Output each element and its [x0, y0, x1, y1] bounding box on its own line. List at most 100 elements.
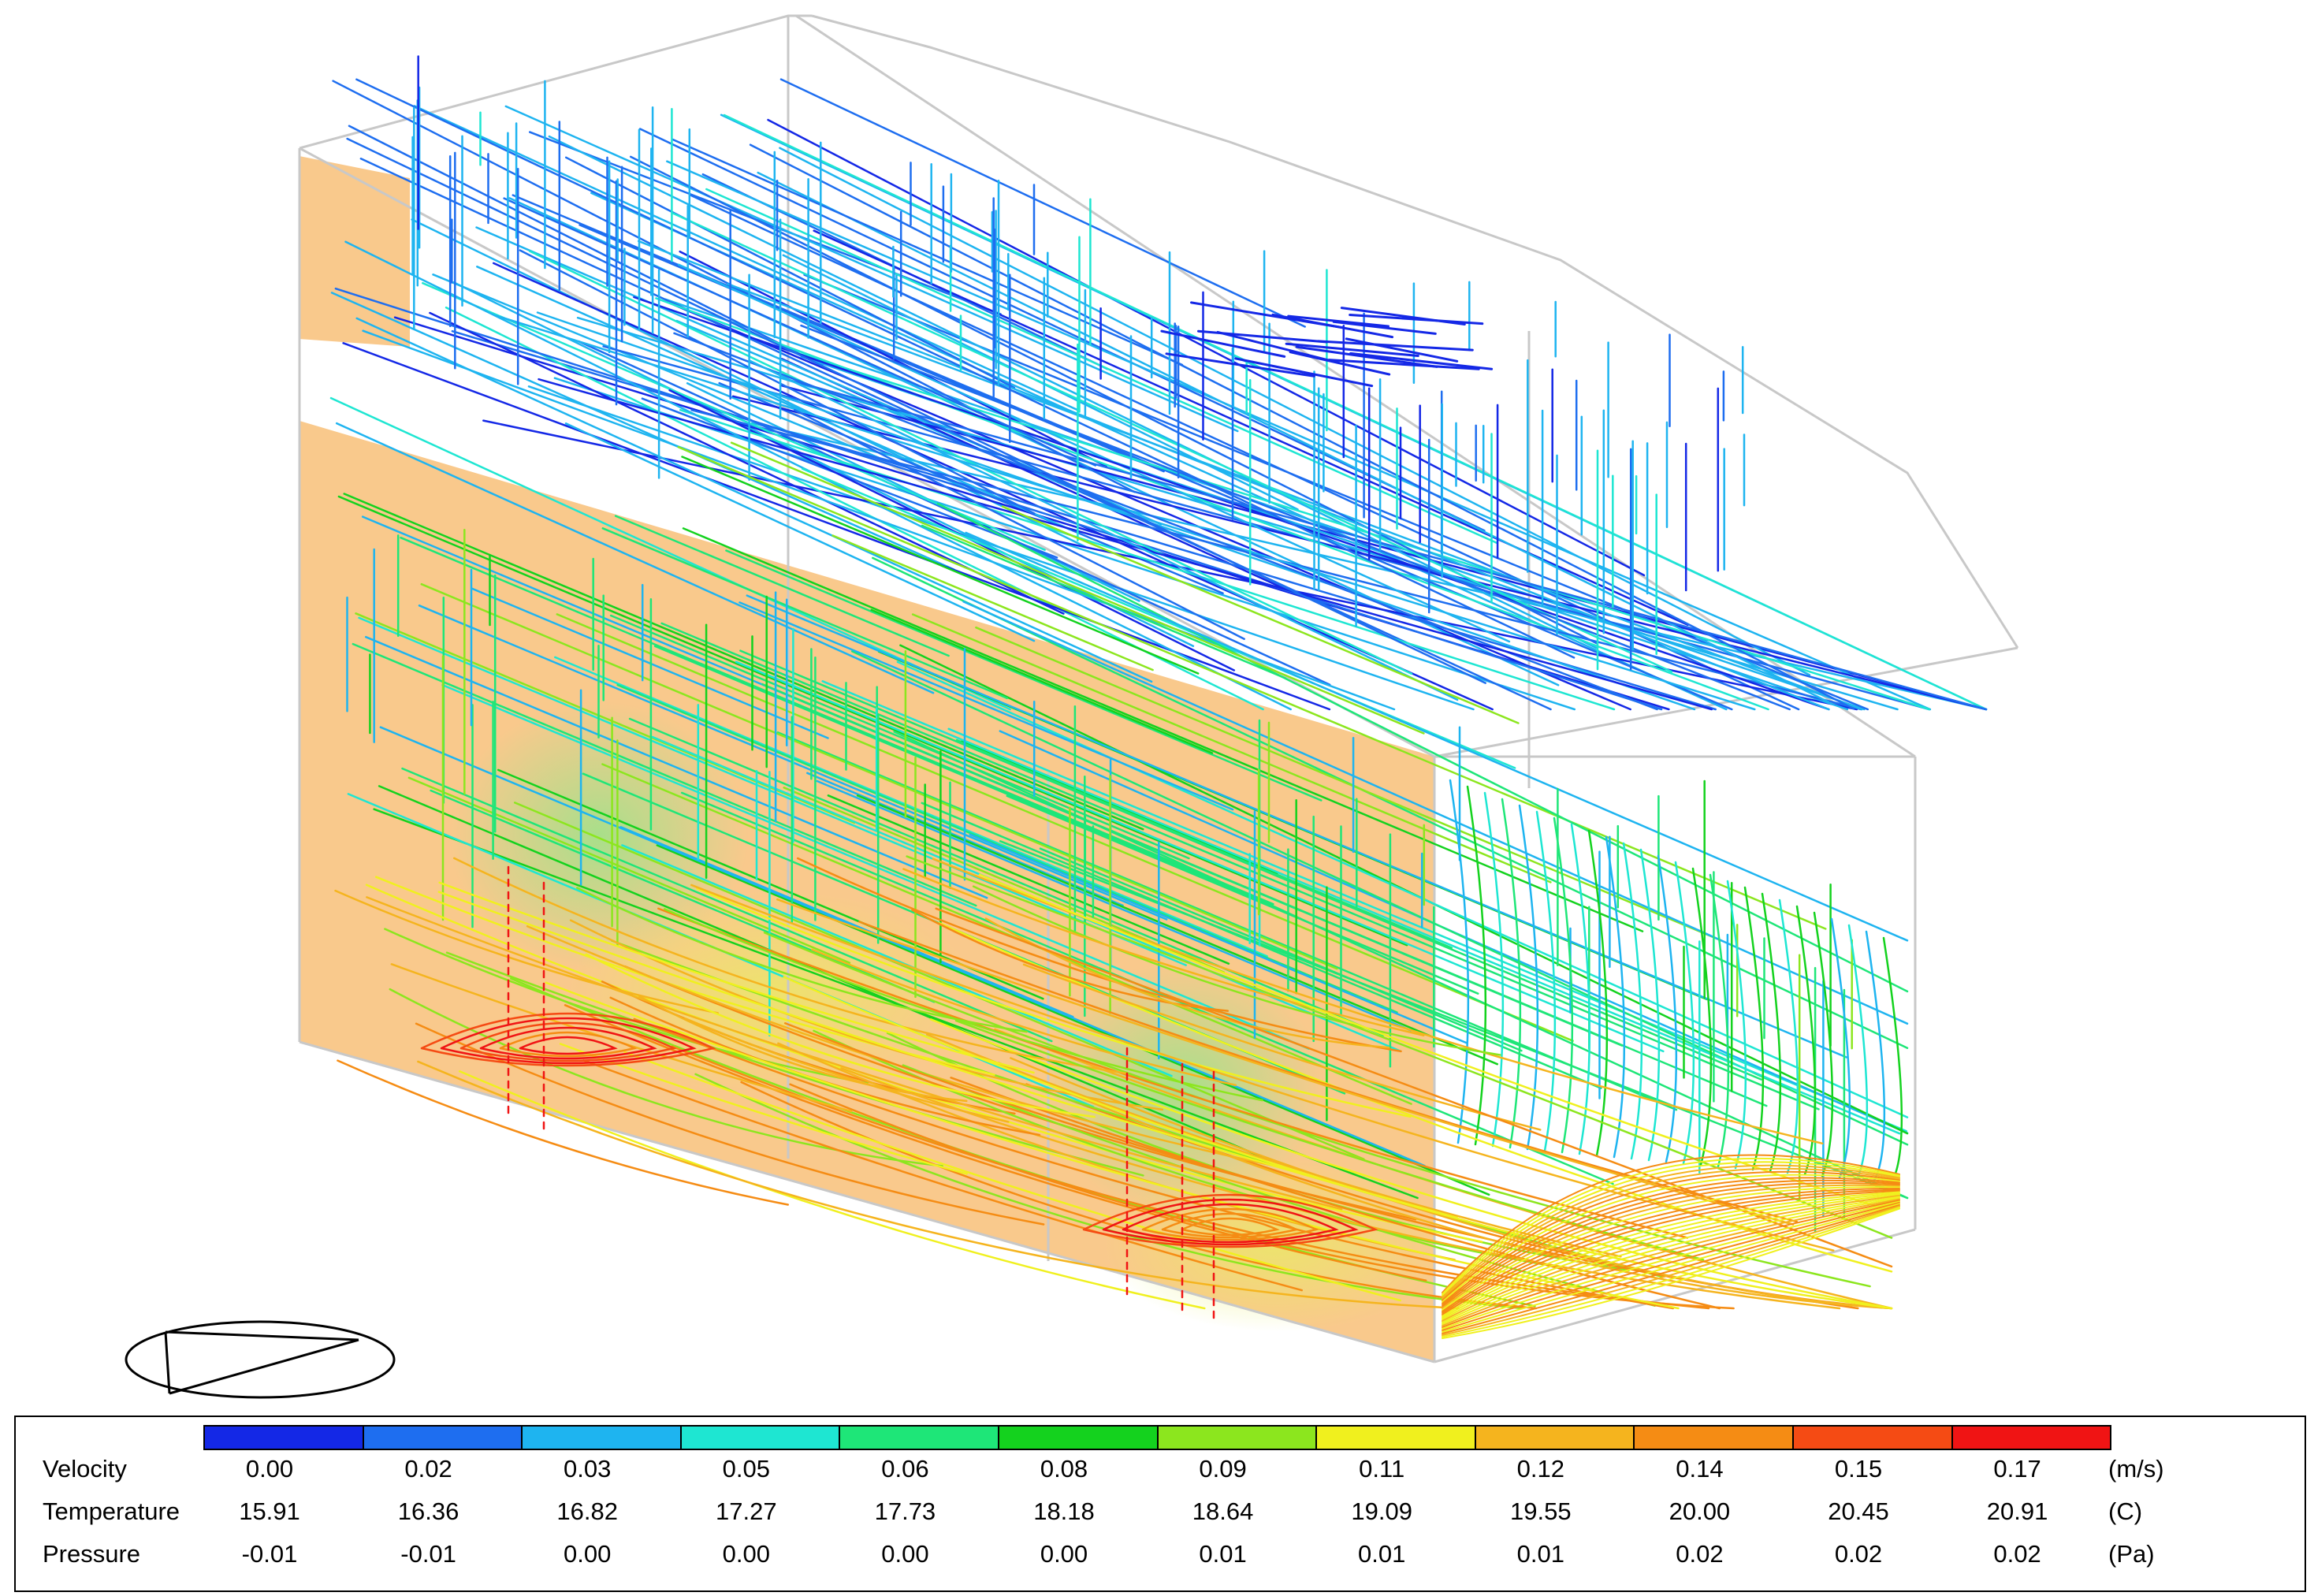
streamline — [1442, 1192, 1900, 1319]
streamline — [1726, 880, 1747, 1170]
streamline — [641, 397, 1058, 559]
streamline — [911, 909, 1230, 1012]
streamline — [1442, 1203, 1900, 1333]
streamline — [999, 840, 1909, 1200]
streamline — [738, 601, 1234, 811]
streamline — [638, 128, 1486, 532]
streamline — [725, 549, 1323, 802]
streamline — [660, 622, 1820, 1111]
streamline — [727, 283, 1863, 711]
streamline — [739, 649, 1762, 1081]
streamline — [1165, 352, 1315, 378]
streamline — [972, 885, 1501, 1056]
legend-value: 0.00 — [881, 1540, 929, 1568]
legend-swatch — [1315, 1425, 1476, 1450]
streamline — [1691, 867, 1713, 1166]
legend-value: 15.91 — [239, 1497, 300, 1525]
streamline — [619, 826, 1074, 1018]
streamline — [1674, 861, 1695, 1165]
streamline — [1442, 1200, 1900, 1328]
legend-value: 0.15 — [1834, 1455, 1883, 1483]
streamline — [1285, 342, 1419, 357]
streamline — [1442, 1177, 1900, 1304]
legend-value: 0.01 — [1516, 1540, 1564, 1568]
legend-unit: (Pa) — [2108, 1540, 2155, 1568]
legend-value: 20.45 — [1828, 1497, 1889, 1525]
legend-value: 17.73 — [874, 1497, 936, 1525]
legend-swatch — [521, 1425, 682, 1450]
streamline — [682, 527, 1644, 932]
streamline — [779, 78, 1306, 328]
streamline — [438, 881, 1035, 1074]
streamline — [827, 794, 1230, 965]
streamline — [911, 613, 1552, 884]
streamline — [1295, 345, 1438, 368]
upper-left-wall — [299, 156, 410, 347]
streamline — [623, 1051, 1401, 1302]
streamline — [1553, 817, 1574, 1154]
legend-unit: (C) — [2108, 1497, 2143, 1525]
streamline — [831, 534, 1154, 672]
streamline — [921, 802, 1602, 1089]
streamline — [675, 319, 1125, 512]
streamline — [564, 156, 1016, 389]
legend-value: 20.91 — [1986, 1497, 2048, 1525]
legend-swatch — [1951, 1425, 2112, 1450]
legend-value: 0.05 — [722, 1455, 770, 1483]
streamline — [1501, 798, 1522, 1149]
legend-swatch — [1156, 1425, 1318, 1450]
streamline — [790, 695, 1624, 1047]
streamline — [458, 1070, 1206, 1310]
streamline — [348, 125, 824, 366]
streamline — [503, 197, 1097, 467]
streamline — [1442, 1179, 1900, 1306]
streamline — [1345, 337, 1459, 363]
legend-value: 0.08 — [1040, 1455, 1088, 1483]
streamline — [779, 147, 1811, 676]
streamlines — [329, 55, 1988, 1339]
streamline — [1709, 873, 1730, 1168]
streamline — [585, 953, 1096, 1118]
streamline — [1442, 1195, 1900, 1322]
streamline — [673, 332, 1658, 711]
streamline — [1022, 963, 1542, 1131]
streamline — [364, 635, 988, 899]
legend-value: 17.27 — [716, 1497, 777, 1525]
streamline — [1830, 917, 1851, 1179]
streamline — [965, 531, 1909, 942]
streamline — [730, 441, 1425, 735]
streamline — [343, 493, 1144, 831]
streamline — [870, 608, 1214, 754]
streamline — [666, 160, 1932, 711]
streamline — [921, 524, 1287, 679]
legend-row-label: Pressure — [43, 1540, 141, 1568]
legend-swatch — [1633, 1425, 1794, 1450]
streamline — [564, 1004, 1427, 1282]
streamline — [1160, 329, 1286, 358]
streamline — [384, 928, 869, 1084]
legend-value: 19.09 — [1351, 1497, 1412, 1525]
streamline — [677, 263, 1511, 643]
streamline — [499, 1031, 638, 1058]
streamline — [1442, 1189, 1900, 1314]
streamline — [545, 981, 1680, 1310]
legend-swatch — [839, 1425, 999, 1450]
streamline — [657, 907, 1689, 1239]
streamline — [1141, 1207, 1319, 1241]
streamline — [445, 306, 1264, 711]
legend-row-label: Temperature — [43, 1497, 180, 1525]
streamline — [1442, 1205, 1900, 1336]
streamline — [1010, 1057, 1893, 1310]
streamline — [337, 495, 1408, 947]
legend-swatch — [679, 1425, 841, 1450]
streamline — [969, 833, 1468, 1044]
streamline — [366, 896, 1343, 1211]
streamline — [346, 137, 1486, 684]
streamline — [1639, 848, 1661, 1162]
streamline — [616, 683, 1398, 1014]
streamline — [638, 995, 968, 1103]
legend-value: 0.14 — [1676, 1455, 1724, 1483]
streamline — [513, 802, 1365, 1161]
streamline — [554, 656, 1268, 958]
